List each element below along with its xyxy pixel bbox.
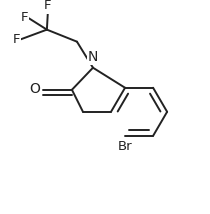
Text: O: O <box>29 82 40 96</box>
Text: F: F <box>20 11 28 24</box>
Text: F: F <box>12 33 20 46</box>
Text: F: F <box>44 0 52 12</box>
Text: Br: Br <box>118 140 132 153</box>
Text: N: N <box>88 50 98 64</box>
